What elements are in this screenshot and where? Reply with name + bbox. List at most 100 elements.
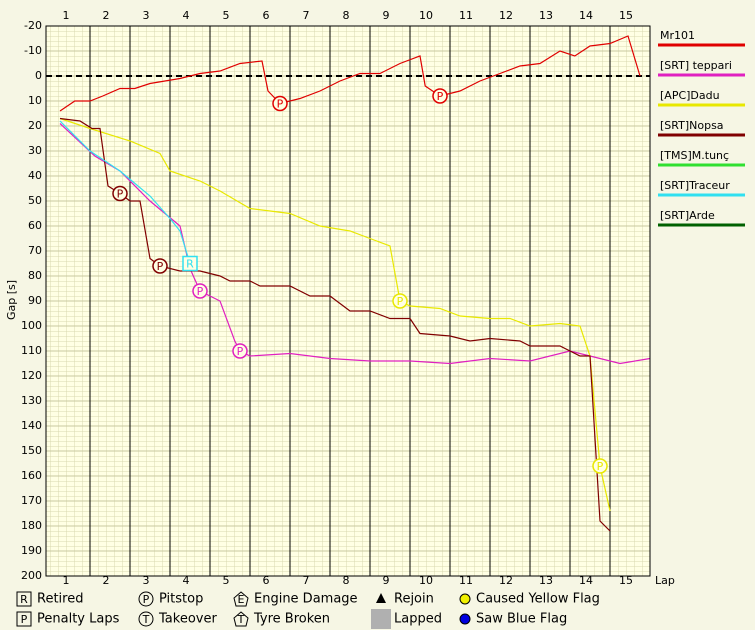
legend-label: Engine Damage xyxy=(254,592,358,607)
x-tick-label-top: 9 xyxy=(383,9,390,22)
y-tick-label: 60 xyxy=(28,219,42,232)
x-tick-label-top: 15 xyxy=(619,9,633,22)
x-tick-label-top: 11 xyxy=(459,9,473,22)
y-tick-label: 200 xyxy=(21,569,42,582)
legend-label: Saw Blue Flag xyxy=(476,612,567,627)
y-tick-label: 130 xyxy=(21,394,42,407)
series-line xyxy=(59,120,191,264)
y-tick-label: 70 xyxy=(28,244,42,257)
x-tick-label-top: 2 xyxy=(103,9,110,22)
legend-icon xyxy=(371,609,391,629)
y-tick-label: 50 xyxy=(28,194,42,207)
marker xyxy=(592,458,608,474)
y-tick-label: 170 xyxy=(21,494,42,507)
legend-icon-letter: P xyxy=(143,593,150,606)
x-tick-label-top: 13 xyxy=(539,9,553,22)
marker-symbol: P xyxy=(597,460,604,473)
marker xyxy=(112,185,128,202)
legend-icon-letter: R xyxy=(20,593,28,606)
marker xyxy=(152,258,168,274)
x-tick-label-top: 3 xyxy=(143,9,150,22)
x-tick-label-top: 4 xyxy=(183,9,190,22)
marker-symbol: P xyxy=(437,90,444,103)
x-tick-label: 11 xyxy=(459,574,473,587)
legend-icon xyxy=(233,611,249,627)
x-tick-label: 12 xyxy=(499,574,513,587)
y-tick-label: -20 xyxy=(24,19,42,32)
legend-icon xyxy=(138,611,154,627)
legend-icon xyxy=(16,591,32,607)
x-tick-label-top: 7 xyxy=(303,9,310,22)
x-tick-label: 2 xyxy=(103,574,110,587)
x-tick-label: 3 xyxy=(143,574,150,587)
y-tick-label: 150 xyxy=(21,444,42,457)
x-tick-label-top: 8 xyxy=(343,9,350,22)
y-tick-label: 120 xyxy=(21,369,42,382)
x-tick-label: 15 xyxy=(619,574,633,587)
legend: Mr101 [SRT] teppari [APC]Dadu [SRT]Nopsa [TM… xyxy=(658,29,745,227)
marker-symbol: P xyxy=(157,260,164,273)
marker xyxy=(392,293,408,309)
y-tick-label: 190 xyxy=(21,544,42,557)
legend-label: [SRT]Arde xyxy=(660,209,715,222)
legend-icon-letter: T xyxy=(237,613,245,626)
legend-label: [SRT] teppari xyxy=(660,59,732,72)
x-tick-label: 5 xyxy=(223,574,230,587)
legend-icon-letter: P xyxy=(21,613,28,626)
marker-symbol: P xyxy=(277,98,284,111)
y-tick-label: 30 xyxy=(28,144,42,157)
legend-label: Mr101 xyxy=(660,29,695,42)
marker-symbol: P xyxy=(237,345,244,358)
x-tick-label: 6 xyxy=(263,574,270,587)
marker xyxy=(192,283,208,299)
x-tick-label: 13 xyxy=(539,574,553,587)
legend-label: Rejoin xyxy=(394,592,434,607)
legend-label: Takeover xyxy=(158,612,217,627)
legend-label: Caused Yellow Flag xyxy=(476,592,600,607)
x-tick-label-top: 12 xyxy=(499,9,513,22)
legend-label: Pitstop xyxy=(159,592,203,607)
y-axis-label: Gap [s] xyxy=(5,280,18,320)
x-tick-label-top: 14 xyxy=(579,9,593,22)
x-tick-label-top: 10 xyxy=(419,9,433,22)
x-tick-label: 10 xyxy=(419,574,433,587)
y-tick-label: 160 xyxy=(21,469,42,482)
legend-icon xyxy=(459,613,471,625)
legend-label: [TMS]M.tunç xyxy=(660,149,729,162)
y-tick-label: 180 xyxy=(21,519,42,532)
y-tick-label: -10 xyxy=(24,44,42,57)
x-tick-label: 7 xyxy=(303,574,310,587)
x-tick-label-top: 6 xyxy=(263,9,270,22)
legend-icon xyxy=(138,591,154,607)
marker xyxy=(272,95,288,112)
plot: P P P P R P P P P xyxy=(46,25,651,577)
legend-icon-letter: T xyxy=(142,613,150,626)
legend-label: Penalty Laps xyxy=(37,612,120,627)
x-axis-label: Lap xyxy=(655,574,675,587)
y-tick-label: 90 xyxy=(28,294,42,307)
x-tick-label-top: 5 xyxy=(223,9,230,22)
legend-icon-letter: E xyxy=(238,593,245,606)
y-tick-label: 100 xyxy=(21,319,42,332)
y-tick-label: 0 xyxy=(35,69,42,82)
marker xyxy=(432,88,448,104)
legend-icon xyxy=(233,591,249,607)
legend-icon xyxy=(459,593,471,605)
legend-label: Tyre Broken xyxy=(253,612,330,627)
legend-label: Retired xyxy=(37,592,83,607)
x-tick-label: 1 xyxy=(63,574,70,587)
x-tick-label: 9 xyxy=(383,574,390,587)
marker xyxy=(182,255,198,272)
marker-symbol: R xyxy=(186,258,194,271)
marker xyxy=(232,343,248,359)
y-tick-label: 40 xyxy=(28,169,42,182)
legend-icon xyxy=(376,593,386,603)
x-tick-label-top: 1 xyxy=(63,9,70,22)
marker-symbol: P xyxy=(117,188,124,201)
series-line xyxy=(59,117,611,512)
y-tick-label: 20 xyxy=(28,119,42,132)
marker-symbol: P xyxy=(197,285,204,298)
plot-frame xyxy=(45,25,651,577)
